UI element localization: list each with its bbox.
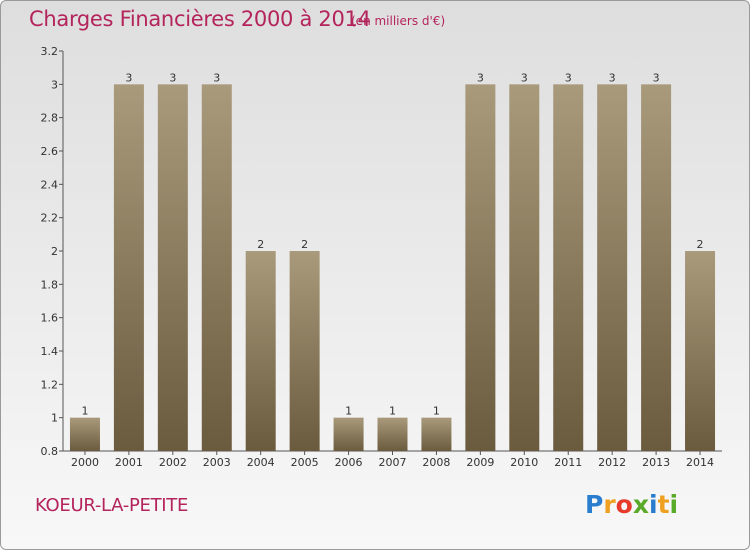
bar-2009 <box>465 84 496 451</box>
y-tick-label: 2.4 <box>41 178 59 191</box>
bar-2013 <box>641 84 672 451</box>
commune-name: KOEUR-LA-PETITE <box>35 495 189 516</box>
x-tick-label: 2004 <box>247 456 275 469</box>
logo-letter: r <box>603 490 616 519</box>
bar-2008 <box>421 417 452 451</box>
y-tick-label: 1.6 <box>41 312 59 325</box>
x-tick-label: 2006 <box>335 456 363 469</box>
x-tick-label: 2012 <box>598 456 626 469</box>
y-tick-label: 1.4 <box>41 345 59 358</box>
x-tick-label: 2002 <box>159 456 187 469</box>
x-tick-label: 2000 <box>71 456 99 469</box>
x-tick-label: 2011 <box>554 456 582 469</box>
x-tick-label: 2013 <box>642 456 670 469</box>
x-tick-label: 2005 <box>291 456 319 469</box>
y-tick-label: 3 <box>51 78 58 91</box>
logo-letter: i <box>669 490 679 519</box>
logo-letter: i <box>649 490 658 519</box>
logo-letter: o <box>615 490 633 519</box>
y-tick-label: 2.6 <box>41 145 59 158</box>
x-tick-label: 2014 <box>686 456 714 469</box>
data-label: 3 <box>477 71 484 84</box>
data-label: 3 <box>521 71 528 84</box>
data-label: 1 <box>389 405 396 418</box>
bar-2011 <box>553 84 584 451</box>
chart-unit: (en milliers d'€) <box>351 14 446 28</box>
data-label: 1 <box>345 405 352 418</box>
bar-2001 <box>113 84 144 451</box>
logo-letter: P <box>585 490 604 519</box>
data-label: 1 <box>81 405 88 418</box>
data-label: 3 <box>565 71 572 84</box>
chart-bars: 1 3 3 3 2 2 1 1 1 3 3 3 3 3 2 <box>69 71 716 451</box>
chart-title: Charges Financières 2000 à 2014 <box>29 7 371 31</box>
bar-2002 <box>157 84 188 451</box>
bar-2010 <box>509 84 540 451</box>
x-tick-label: 2003 <box>203 456 231 469</box>
bar-2006 <box>333 417 364 451</box>
bar-2000 <box>69 417 100 451</box>
x-tick-label: 2010 <box>510 456 538 469</box>
y-tick-label: 2.2 <box>41 212 59 225</box>
chart-axes: 0.8 1 1.2 1.4 1.6 1.8 2 2.2 2.4 2.6 2.8 3 3.2 2000 200… <box>41 45 722 469</box>
y-tick-label: 2.8 <box>41 112 59 125</box>
data-label: 2 <box>257 238 264 251</box>
y-tick-label: 1 <box>51 412 58 425</box>
y-tick-label: 1.8 <box>41 278 59 291</box>
bar-2007 <box>377 417 408 451</box>
data-label: 2 <box>697 238 704 251</box>
bar-2003 <box>201 84 232 451</box>
y-tick-label: 2 <box>51 245 58 258</box>
x-tick-label: 2009 <box>466 456 494 469</box>
x-tick-label: 2001 <box>115 456 143 469</box>
data-label: 2 <box>301 238 308 251</box>
data-label: 3 <box>653 71 660 84</box>
data-label: 3 <box>609 71 616 84</box>
y-tick-label: 0.8 <box>41 445 59 458</box>
proxiti-logo: Proxiti <box>585 490 678 519</box>
data-label: 3 <box>213 71 220 84</box>
y-tick-label: 1.2 <box>41 378 59 391</box>
bar-2005 <box>289 251 320 451</box>
x-tick-label: 2007 <box>379 456 407 469</box>
data-label: 1 <box>433 405 440 418</box>
bar-2014 <box>685 251 716 451</box>
data-label: 3 <box>125 71 132 84</box>
logo-letter: x <box>632 490 649 519</box>
data-label: 3 <box>169 71 176 84</box>
bar-2004 <box>245 251 276 451</box>
x-tick-label: 2008 <box>422 456 450 469</box>
logo-letter: t <box>657 490 670 519</box>
bar-2012 <box>597 84 628 451</box>
y-tick-label: 3.2 <box>41 45 59 58</box>
